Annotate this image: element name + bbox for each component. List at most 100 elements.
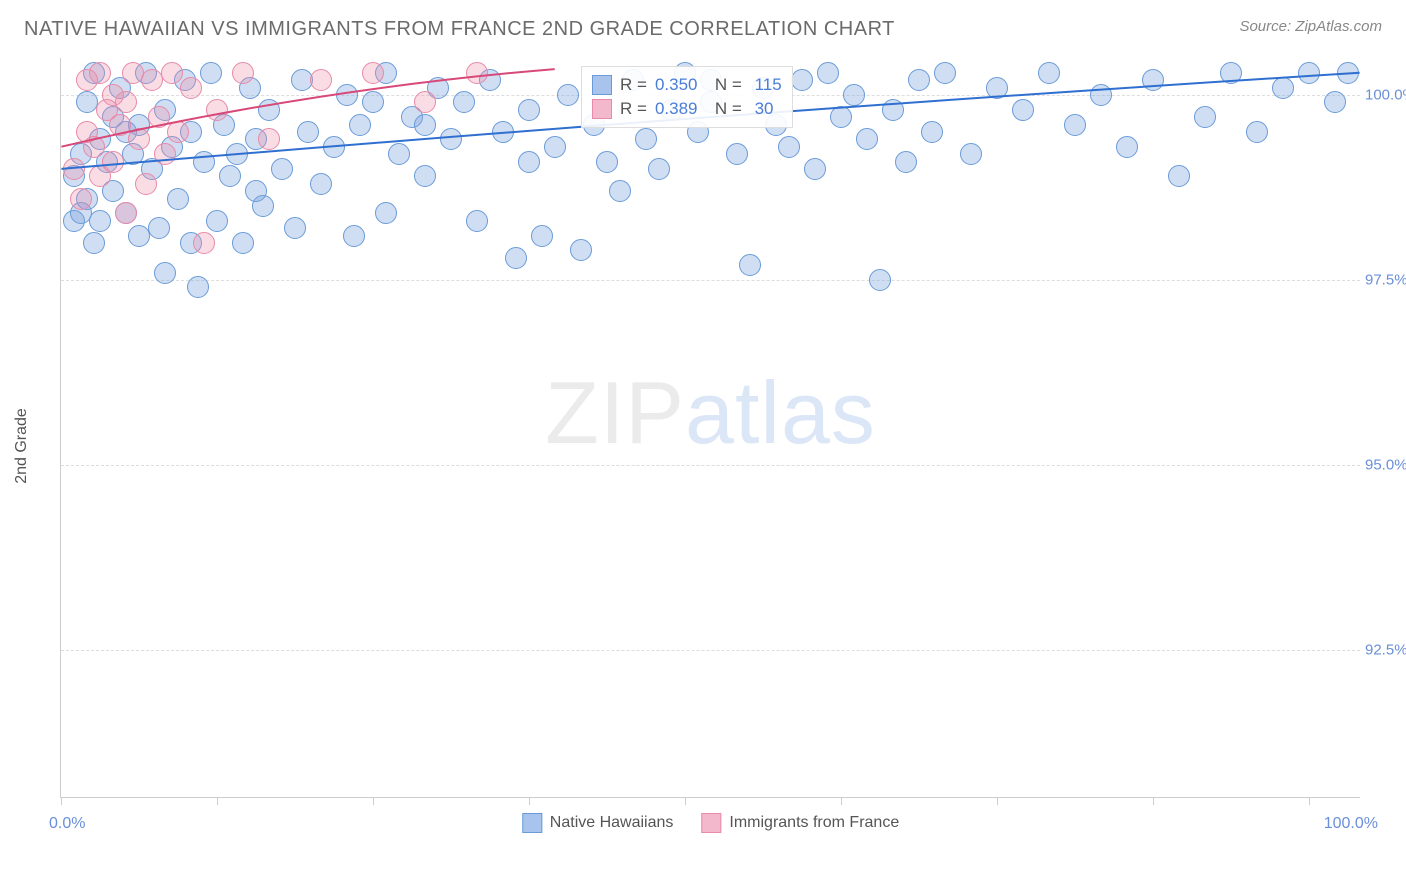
- x-tick: [529, 797, 530, 805]
- data-point: [739, 254, 761, 276]
- data-point: [362, 91, 384, 113]
- stat-n-value: 30: [750, 99, 774, 119]
- data-point: [960, 143, 982, 165]
- data-point: [219, 165, 241, 187]
- data-point: [466, 62, 488, 84]
- data-point: [70, 188, 92, 210]
- data-point: [167, 188, 189, 210]
- data-point: [161, 62, 183, 84]
- data-point: [167, 121, 189, 143]
- data-point: [375, 202, 397, 224]
- legend-item: Immigrants from France: [701, 813, 899, 833]
- source-attribution: Source: ZipAtlas.com: [1239, 18, 1382, 35]
- stat-r-value: 0.389: [655, 99, 698, 119]
- data-point: [284, 217, 306, 239]
- data-point: [544, 136, 566, 158]
- data-point: [986, 77, 1008, 99]
- data-point: [1298, 62, 1320, 84]
- data-point: [226, 143, 248, 165]
- data-point: [1142, 69, 1164, 91]
- data-point: [1012, 99, 1034, 121]
- chart-legend: Native Hawaiians Immigrants from France: [522, 813, 899, 833]
- stat-r-value: 0.350: [655, 75, 698, 95]
- data-point: [1337, 62, 1359, 84]
- x-tick: [841, 797, 842, 805]
- data-point: [349, 114, 371, 136]
- data-point: [245, 180, 267, 202]
- data-point: [1324, 91, 1346, 113]
- data-point: [726, 143, 748, 165]
- data-point: [791, 69, 813, 91]
- stat-r-label: R =: [620, 75, 647, 95]
- data-point: [206, 99, 228, 121]
- data-point: [180, 77, 202, 99]
- stat-n-label: N =: [705, 99, 741, 119]
- legend-item: Native Hawaiians: [522, 813, 674, 833]
- series-swatch: [592, 99, 612, 119]
- data-point: [1090, 84, 1112, 106]
- scatter-points: [61, 58, 1360, 797]
- data-point: [934, 62, 956, 84]
- data-point: [1064, 114, 1086, 136]
- chart-plot-area: ZIPatlas R = 0.350 N = 115R = 0.389 N = …: [60, 58, 1360, 798]
- data-point: [310, 69, 332, 91]
- x-axis-min-label: 0.0%: [49, 815, 85, 833]
- data-point: [1246, 121, 1268, 143]
- x-axis-max-label: 100.0%: [1324, 815, 1378, 833]
- data-point: [310, 173, 332, 195]
- data-point: [343, 225, 365, 247]
- data-point: [1038, 62, 1060, 84]
- stat-n-label: N =: [705, 75, 741, 95]
- data-point: [453, 91, 475, 113]
- data-point: [570, 239, 592, 261]
- data-point: [817, 62, 839, 84]
- y-axis-label: 2nd Grade: [13, 408, 31, 484]
- data-point: [869, 269, 891, 291]
- data-point: [1220, 62, 1242, 84]
- chart-title: NATIVE HAWAIIAN VS IMMIGRANTS FROM FRANC…: [24, 18, 895, 41]
- data-point: [148, 217, 170, 239]
- data-point: [830, 106, 852, 128]
- x-tick: [1153, 797, 1154, 805]
- stats-row: R = 0.389 N = 30: [592, 97, 782, 121]
- data-point: [193, 151, 215, 173]
- data-point: [648, 158, 670, 180]
- data-point: [1194, 106, 1216, 128]
- data-point: [466, 210, 488, 232]
- data-point: [778, 136, 800, 158]
- legend-label: Immigrants from France: [729, 814, 899, 832]
- data-point: [1168, 165, 1190, 187]
- data-point: [271, 158, 293, 180]
- data-point: [206, 210, 228, 232]
- y-tick-label: 97.5%: [1365, 272, 1406, 289]
- data-point: [102, 151, 124, 173]
- series-swatch: [592, 75, 612, 95]
- data-point: [232, 232, 254, 254]
- data-point: [297, 121, 319, 143]
- data-point: [362, 62, 384, 84]
- data-point: [154, 262, 176, 284]
- data-point: [89, 210, 111, 232]
- data-point: [557, 84, 579, 106]
- stat-r-label: R =: [620, 99, 647, 119]
- x-tick: [1309, 797, 1310, 805]
- data-point: [804, 158, 826, 180]
- data-point: [232, 62, 254, 84]
- stat-n-value: 115: [750, 75, 782, 95]
- data-point: [83, 136, 105, 158]
- data-point: [609, 180, 631, 202]
- data-point: [128, 128, 150, 150]
- data-point: [1272, 77, 1294, 99]
- data-point: [895, 151, 917, 173]
- data-point: [115, 91, 137, 113]
- data-point: [856, 128, 878, 150]
- data-point: [115, 202, 137, 224]
- data-point: [414, 165, 436, 187]
- legend-label: Native Hawaiians: [550, 814, 674, 832]
- data-point: [414, 114, 436, 136]
- correlation-stats-box: R = 0.350 N = 115R = 0.389 N = 30: [581, 66, 793, 128]
- data-point: [414, 91, 436, 113]
- data-point: [531, 225, 553, 247]
- data-point: [258, 99, 280, 121]
- data-point: [154, 143, 176, 165]
